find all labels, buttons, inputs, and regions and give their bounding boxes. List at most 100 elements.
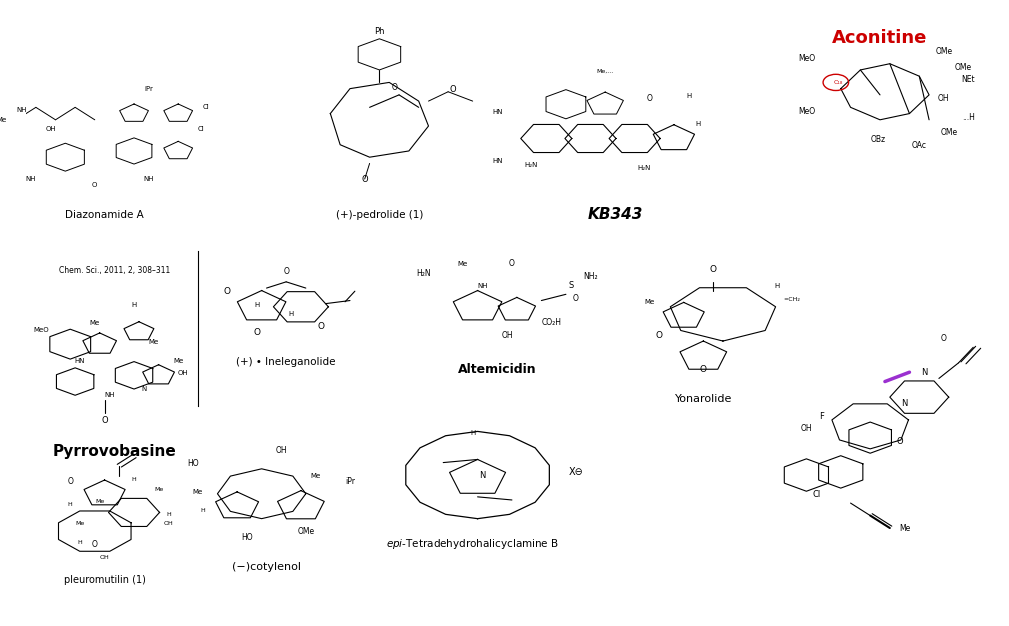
Text: Cl: Cl [198,126,205,132]
Text: O: O [284,267,290,275]
Text: Me: Me [644,299,655,305]
Text: H: H [254,302,259,308]
Text: NH: NH [477,283,487,289]
Text: OH: OH [938,94,949,103]
Text: H₂N: H₂N [417,269,431,277]
Text: $\it{epi}$-Tetradehydrohalicyclamine B: $\it{epi}$-Tetradehydrohalicyclamine B [386,537,559,552]
Text: O: O [391,83,398,92]
Text: OH: OH [178,371,189,376]
Text: O: O [940,334,946,343]
Text: OMe: OMe [955,63,972,72]
Text: OMe: OMe [935,48,952,56]
Text: H: H [131,302,136,308]
Text: Cl: Cl [203,105,210,110]
Text: O: O [68,478,74,486]
Text: KB343: KB343 [587,207,643,222]
Text: H: H [201,508,205,513]
Text: Cl: Cl [812,490,820,499]
Text: O: O [361,175,368,184]
Text: H: H [289,311,294,317]
Text: HO: HO [187,459,199,468]
Text: S: S [568,281,573,290]
Text: Aconitine: Aconitine [832,29,927,48]
Text: H: H [78,540,83,545]
Text: OMe: OMe [298,527,315,536]
Text: NH: NH [104,392,115,398]
Text: NH: NH [16,108,26,113]
Text: O: O [647,94,652,103]
Text: H: H [696,121,701,127]
Text: N: N [479,471,485,480]
Text: Me: Me [154,486,163,491]
Text: OMe: OMe [940,128,958,137]
Text: H: H [68,502,73,507]
Text: Chem. Sci., 2011, 2, 308–311: Chem. Sci., 2011, 2, 308–311 [59,266,171,275]
Text: Me: Me [193,489,203,495]
Text: Me: Me [95,499,104,504]
Text: OH: OH [45,126,55,132]
Text: O: O [896,437,903,446]
Text: C₁₈: C₁₈ [834,80,844,85]
Text: H: H [774,283,780,289]
Text: NEt: NEt [962,75,975,85]
Text: iPr: iPr [345,478,355,486]
Text: iPr: iPr [144,86,153,91]
Text: O: O [709,265,716,274]
Text: H: H [166,511,171,516]
Text: O: O [700,365,707,374]
Text: H₂N: H₂N [525,162,538,168]
Text: OH: OH [163,521,174,526]
Text: Me: Me [90,321,100,327]
Text: ...H: ...H [962,113,975,122]
Text: OAc: OAc [912,141,927,150]
Text: Altemicidin: Altemicidin [458,363,537,376]
Text: OH: OH [800,424,812,433]
Text: HN: HN [75,358,86,364]
Text: HO: HO [241,533,252,543]
Text: Me: Me [899,524,910,533]
Text: N: N [141,386,146,392]
Text: H: H [131,477,136,482]
Text: HN: HN [492,108,502,115]
Text: O: O [92,182,98,188]
Text: Me,...: Me,... [596,69,613,74]
Text: Me: Me [148,339,158,345]
Text: Diazonamide A: Diazonamide A [66,210,144,220]
Text: O: O [317,322,324,331]
Text: H: H [470,429,475,436]
Text: NH: NH [25,176,36,182]
Text: Me: Me [311,473,321,479]
Text: O: O [224,287,231,296]
Text: Me: Me [0,117,7,123]
Text: O: O [573,294,579,302]
Text: (−)cotylenol: (−)cotylenol [232,562,301,572]
Text: CO₂H: CO₂H [541,319,561,327]
Text: O: O [656,331,663,340]
Text: N: N [901,399,908,409]
Text: Ph: Ph [374,27,384,36]
Text: O: O [92,540,98,549]
Text: OH: OH [501,331,513,340]
Text: Me: Me [174,358,184,364]
Text: HN: HN [492,158,502,165]
Text: Me: Me [458,261,468,267]
Text: OH: OH [100,555,109,560]
Text: H: H [686,93,691,99]
Text: O: O [253,328,260,337]
Text: MeO: MeO [798,54,815,63]
Text: O: O [101,416,108,425]
Text: (+)-pedrolide (1): (+)-pedrolide (1) [336,210,423,220]
Text: pleuromutilin (1): pleuromutilin (1) [64,575,145,585]
Text: N: N [921,368,927,377]
Text: F: F [818,412,823,421]
Text: NH₂: NH₂ [583,272,597,280]
Text: OBz: OBz [870,135,885,143]
Text: MeO: MeO [798,106,815,116]
Text: O: O [450,85,456,94]
Text: Yonarolide: Yonarolide [675,394,732,404]
Text: X⊖: X⊖ [568,467,583,477]
Text: OH: OH [275,446,288,455]
Text: O: O [509,259,515,269]
Text: (+) • Ineleganolide: (+) • Ineleganolide [236,357,336,367]
Text: Pyrrovobasine: Pyrrovobasine [52,444,177,459]
